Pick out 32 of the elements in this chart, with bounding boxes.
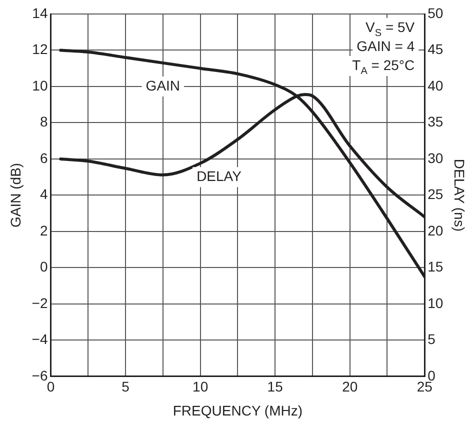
y-tick-label: 0: [40, 258, 48, 275]
y-tick-label: 14: [32, 4, 48, 21]
y2-tick-label: 10: [428, 294, 444, 311]
y2-tick-label: 30: [428, 150, 444, 166]
y2-tick-label: 40: [428, 77, 444, 94]
y2-axis-title: DELAY (ns): [452, 158, 468, 232]
y2-tick-label: 50: [428, 4, 444, 21]
y-tick-label: −2: [32, 294, 48, 311]
annotation: GAIN = 4: [356, 38, 415, 54]
x-tick-label: 5: [122, 378, 130, 395]
y2-tick-label: 25: [428, 186, 444, 202]
y2-tick-label: 20: [428, 222, 444, 238]
y-tick-label: 12: [32, 41, 48, 58]
y-tick-label: 8: [40, 114, 48, 130]
y-tick-label: 10: [32, 77, 48, 94]
y2-tick-label: 15: [428, 258, 444, 275]
y-tick-label: −4: [32, 331, 48, 348]
x-tick-label: 15: [267, 378, 284, 395]
y-tick-label: 4: [40, 186, 48, 202]
x-axis-title: FREQUENCY (MHz): [172, 402, 303, 418]
y-tick-label: −6: [32, 367, 48, 384]
x-tick-label: 20: [342, 378, 358, 395]
y2-tick-label: 0: [428, 367, 436, 384]
y-tick-label: 2: [40, 222, 48, 238]
y-tick-label: 6: [40, 150, 48, 166]
y2-tick-label: 45: [428, 41, 444, 58]
y2-tick-label: 5: [428, 331, 436, 348]
series-label: GAIN: [146, 77, 180, 94]
y-axis-title: GAIN (dB): [7, 162, 24, 228]
series-label: DELAY: [196, 168, 242, 184]
y2-tick-label: 35: [428, 114, 444, 130]
x-tick-label: 10: [192, 378, 208, 395]
